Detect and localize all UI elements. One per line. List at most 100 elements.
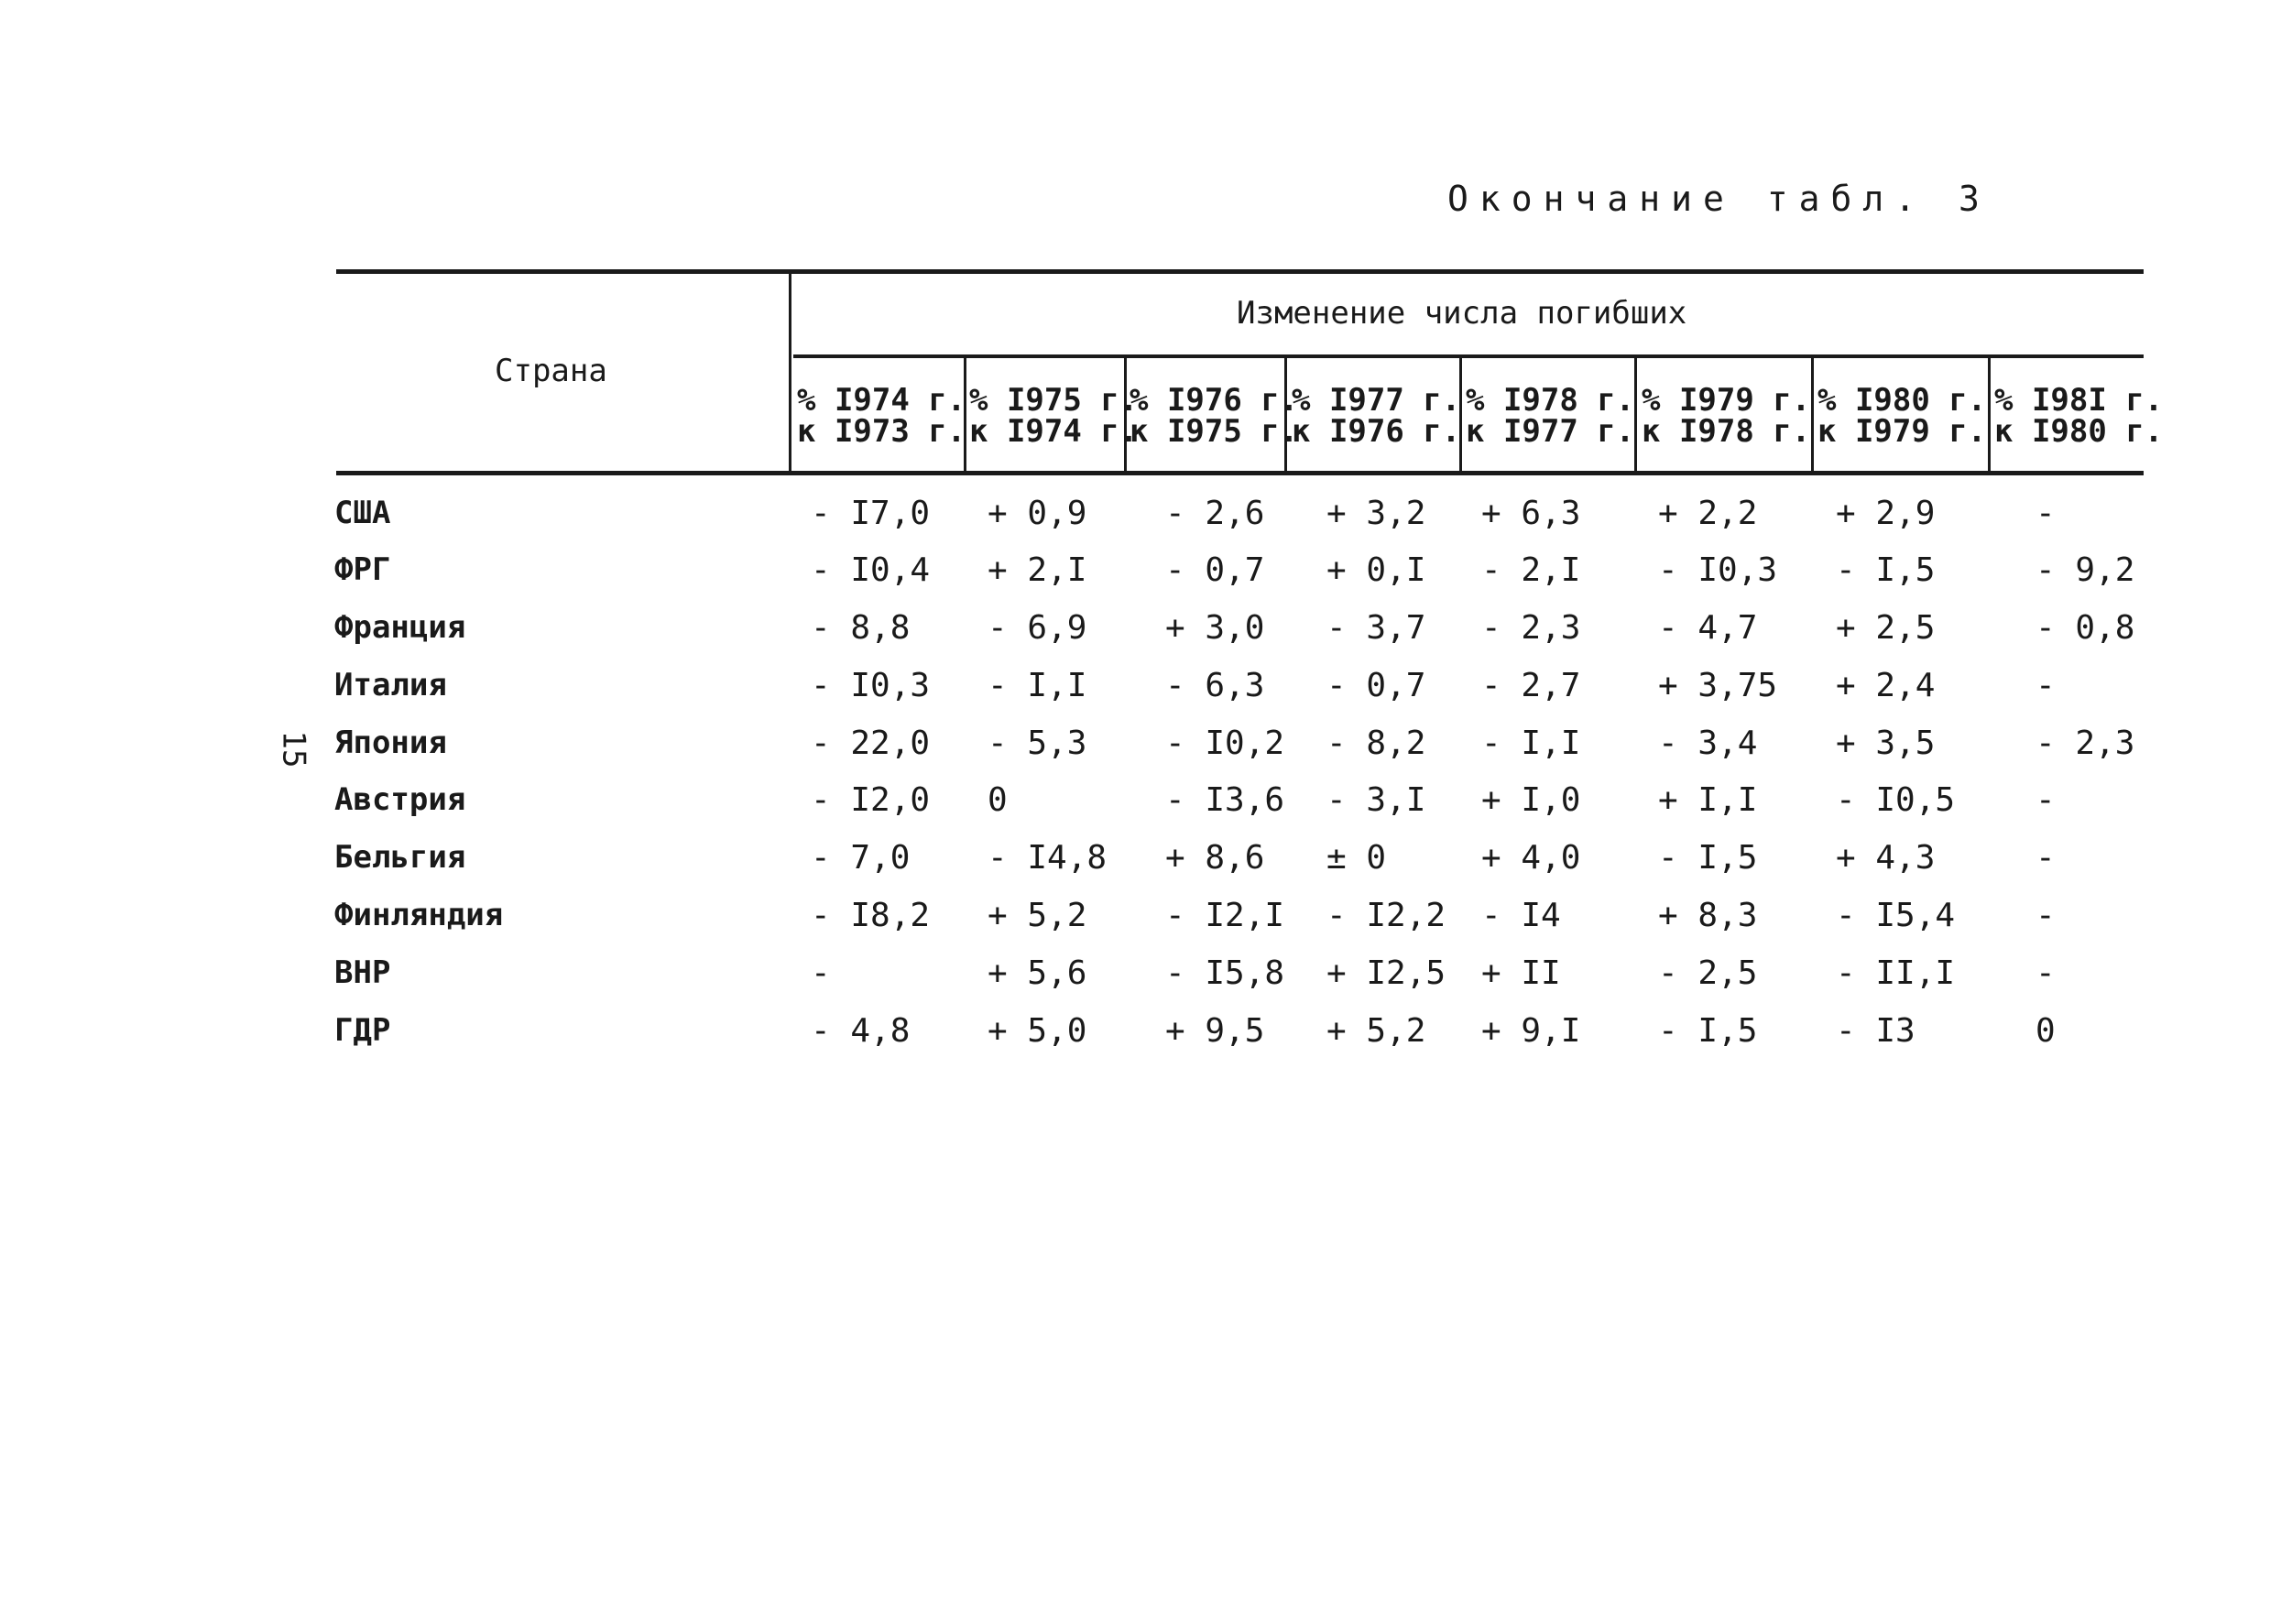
table-group-rule <box>793 354 2144 358</box>
table-cell: + 4,0 <box>1481 839 1581 877</box>
table-cell: - I5,4 <box>1836 897 1956 934</box>
column-header: % I977 г. к I976 г. <box>1292 385 1460 447</box>
table-cell: - <box>2036 954 2056 992</box>
column-header-line: к I978 г. <box>1642 413 1811 450</box>
table-cell: - 5,3 <box>988 725 1087 762</box>
table-cell: - 2,7 <box>1481 667 1581 704</box>
table-cell: - 2,I <box>1481 551 1581 589</box>
table-cell: - I,I <box>988 667 1087 704</box>
table-cell: + 5,0 <box>988 1012 1087 1050</box>
table-cell: + 5,2 <box>988 897 1087 934</box>
column-header-line: % I978 г. <box>1466 382 1635 419</box>
table-cell: - <box>2036 897 2056 934</box>
table-cell: - I0,2 <box>1165 725 1285 762</box>
table-cell: - I5,8 <box>1165 954 1285 992</box>
column-divider <box>1634 357 1637 473</box>
table-cell: + 9,I <box>1481 1012 1581 1050</box>
table-header-rule <box>336 471 2144 475</box>
column-header: % I98I г. к I980 г. <box>1994 385 2163 447</box>
table-cell: 0 <box>2036 1012 2056 1050</box>
table-cell: - I2,2 <box>1326 897 1446 934</box>
row-country-name: Франция <box>334 609 466 646</box>
table-cell: + 9,5 <box>1165 1012 1265 1050</box>
table-cell: - I,5 <box>1836 551 1936 589</box>
table-cell: - 0,7 <box>1165 551 1265 589</box>
row-country-name: ВНР <box>334 954 391 991</box>
row-country-name: Австрия <box>334 781 466 818</box>
table-cell: - I2,0 <box>811 781 931 819</box>
row-country-name: США <box>334 495 391 531</box>
table-cell: - I7,0 <box>811 495 931 532</box>
table-cell: - 0,7 <box>1326 667 1426 704</box>
table-cell: - 22,0 <box>811 725 931 762</box>
table-cell: - I,5 <box>1658 1012 1758 1050</box>
table-cell: + 0,9 <box>988 495 1087 532</box>
table-cell: + 0,I <box>1326 551 1426 589</box>
table-cell: + 2,9 <box>1836 495 1936 532</box>
column-header: % I978 г. к I977 г. <box>1466 385 1634 447</box>
column-header: % I976 г. к I975 г. <box>1130 385 1298 447</box>
table-cell: + 5,6 <box>988 954 1087 992</box>
table-cell: + 6,3 <box>1481 495 1581 532</box>
column-header: % I974 г. к I973 г. <box>797 385 966 447</box>
column-header-line: к I977 г. <box>1466 413 1635 450</box>
column-header: % I975 г. к I974 г. <box>969 385 1138 447</box>
table-cell: + 2,I <box>988 551 1087 589</box>
column-header-line: к I975 г. <box>1130 413 1299 450</box>
table-cell: - I3 <box>1836 1012 1915 1050</box>
table-cell: - II,I <box>1836 954 1956 992</box>
row-country-name: Бельгия <box>334 839 466 876</box>
table-cell: - I0,3 <box>1658 551 1778 589</box>
column-header-line: к I976 г. <box>1292 413 1461 450</box>
table-cell: - <box>2036 667 2056 704</box>
column-header-line: к I973 г. <box>797 413 966 450</box>
row-country-name: ГДР <box>334 1012 391 1049</box>
table-cell: - I,I <box>1481 725 1581 762</box>
column-header: % I979 г. к I978 г. <box>1642 385 1810 447</box>
column-header-line: к I980 г. <box>1994 413 2164 450</box>
column-divider <box>964 357 966 473</box>
table-cell: - I3,6 <box>1165 781 1285 819</box>
table-cell: - 3,4 <box>1658 725 1758 762</box>
table-cell: - 3,I <box>1326 781 1426 819</box>
table-cell: - <box>2036 781 2056 819</box>
table-cell: + 3,5 <box>1836 725 1936 762</box>
table-caption: Окончание табл. 3 <box>1447 179 1991 219</box>
table-cell: - I0,5 <box>1836 781 1956 819</box>
column-header-line: к I974 г. <box>969 413 1139 450</box>
table-cell: - 8,8 <box>811 609 911 647</box>
table-cell: - 7,0 <box>811 839 911 877</box>
table-cell: - 8,2 <box>1326 725 1426 762</box>
table-cell: - I0,4 <box>811 551 931 589</box>
table-cell: + 2,4 <box>1836 667 1936 704</box>
row-country-name: Финляндия <box>334 897 504 933</box>
table-cell: 0 <box>988 781 1008 819</box>
column-header-line: % I977 г. <box>1292 382 1461 419</box>
column-divider <box>1811 357 1814 473</box>
column-header-line: % I976 г. <box>1130 382 1299 419</box>
table-cell: - 2,5 <box>1658 954 1758 992</box>
table-cell: + I,I <box>1658 781 1758 819</box>
table-cell: - 4,8 <box>811 1012 911 1050</box>
change-group-header: Изменение числа погибших <box>1237 295 1687 332</box>
table-cell: - I2,I <box>1165 897 1285 934</box>
table-cell: + 2,2 <box>1658 495 1758 532</box>
page-number: 15 <box>275 730 312 768</box>
table-cell: + I,0 <box>1481 781 1581 819</box>
table-cell: - I4,8 <box>988 839 1108 877</box>
table-cell: - 4,7 <box>1658 609 1758 647</box>
table-cell: - 6,3 <box>1165 667 1265 704</box>
table-cell: + I2,5 <box>1326 954 1446 992</box>
country-column-header: Страна <box>495 353 607 389</box>
table-cell: - 0,8 <box>2036 609 2135 647</box>
table-cell: - 2,3 <box>1481 609 1581 647</box>
table-cell: - I4 <box>1481 897 1561 934</box>
column-header: % I980 г. к I979 г. <box>1817 385 1986 447</box>
table-cell: + 8,6 <box>1165 839 1265 877</box>
table-cell: - <box>811 954 831 992</box>
table-cell: + 8,3 <box>1658 897 1758 934</box>
table-cell: - <box>2036 495 2056 532</box>
table-cell: + 3,2 <box>1326 495 1426 532</box>
column-divider <box>1988 357 1991 473</box>
table-cell: + II <box>1481 954 1561 992</box>
